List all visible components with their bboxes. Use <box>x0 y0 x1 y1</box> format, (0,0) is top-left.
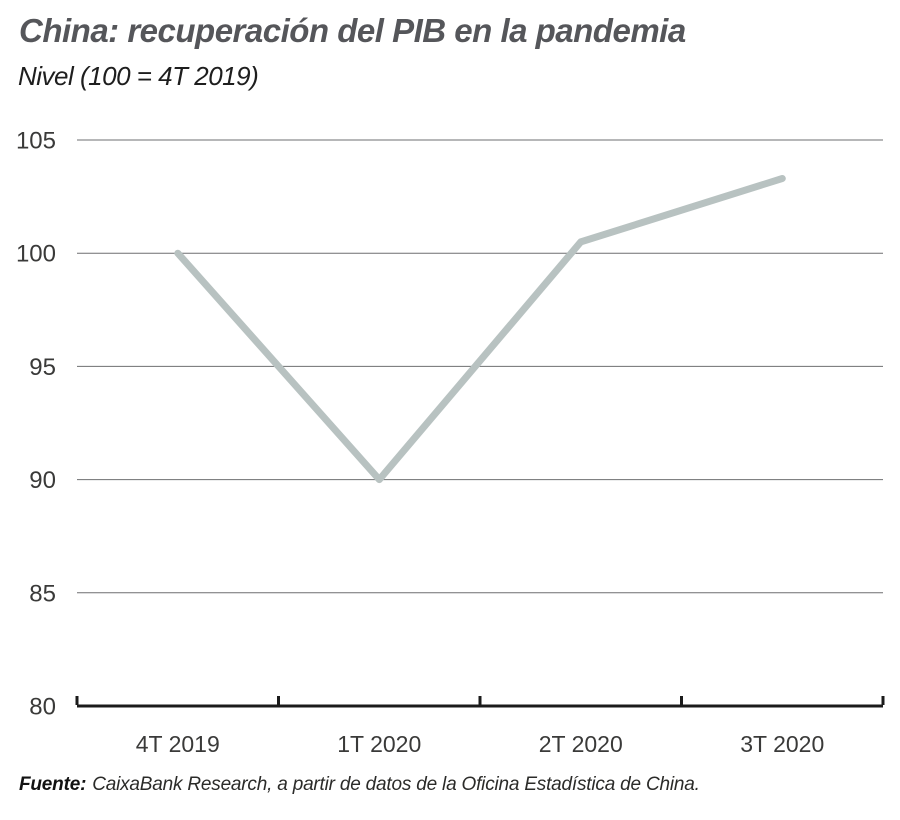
source-text: CaixaBank Research, a partir de datos de… <box>92 774 700 795</box>
chart-title: China: recuperación del PIB en la pandem… <box>19 12 686 49</box>
y-tick-label-95: 95 <box>29 354 56 381</box>
y-tick-label-105: 105 <box>16 128 56 155</box>
chart-subtitle: Nivel (100 = 4T 2019) <box>18 61 259 91</box>
y-tick-label-100: 100 <box>16 241 56 268</box>
x-tick-label-4t-2019: 4T 2019 <box>136 731 220 757</box>
source-note: Fuente: CaixaBank Research, a partir de d… <box>19 774 700 796</box>
x-tick-label-2t-2020: 2T 2020 <box>539 731 623 757</box>
x-tick-label-1t-2020: 1T 2020 <box>337 731 421 757</box>
source-label: Fuente: <box>19 774 87 795</box>
y-tick-label-80: 80 <box>29 694 56 721</box>
y-tick-label-90: 90 <box>29 467 56 494</box>
x-tick-label-3t-2020: 3T 2020 <box>740 731 824 757</box>
y-tick-label-85: 85 <box>29 580 56 607</box>
gdp-level-line-series <box>174 175 786 484</box>
